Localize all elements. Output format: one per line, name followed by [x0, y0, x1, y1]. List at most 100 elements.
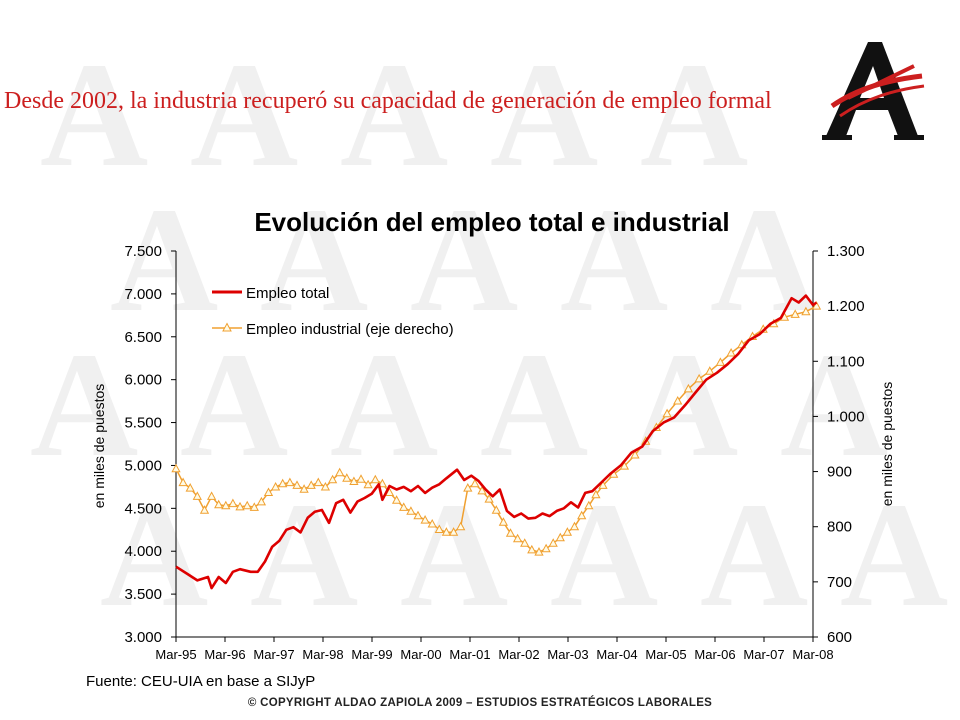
x-tick-label: Mar-07	[743, 647, 784, 662]
watermark-letter: A	[260, 177, 369, 343]
right-tick-label: 1.100	[827, 353, 865, 370]
series-marker-industrial	[498, 517, 509, 526]
series-marker-industrial	[171, 463, 181, 473]
series-marker-industrial	[512, 533, 523, 543]
x-tick-label: Mar-97	[253, 647, 294, 662]
right-tick-label: 1.000	[827, 408, 865, 425]
watermark-letter: A	[700, 472, 809, 638]
right-tick-label: 900	[827, 464, 852, 481]
series-marker-industrial	[335, 467, 345, 477]
series-marker-industrial	[185, 483, 195, 492]
left-tick-label: 7.500	[124, 243, 162, 260]
page-headline: Desde 2002, la industria recuperó su cap…	[4, 88, 772, 114]
watermark-letter: A	[490, 32, 599, 198]
series-marker-industrial	[199, 505, 210, 514]
series-marker-industrial	[221, 500, 231, 510]
series-marker-industrial	[520, 538, 530, 547]
series-marker-industrial	[694, 373, 704, 383]
series-marker-industrial	[178, 477, 188, 487]
series-marker-industrial	[427, 518, 437, 528]
series-marker-industrial	[630, 449, 640, 459]
aldao-zapiola-logo-icon	[822, 42, 925, 140]
series-marker-industrial	[413, 510, 423, 520]
series-marker-industrial	[705, 366, 715, 375]
copyright-footer: © COPYRIGHT ALDAO ZAPIOLA 2009 – ESTUDIO…	[247, 697, 713, 709]
series-marker-industrial	[673, 395, 683, 405]
left-tick-label: 5.500	[124, 415, 162, 432]
x-tick-label: Mar-04	[596, 647, 637, 662]
watermark-letter: A	[410, 177, 519, 343]
right-axis: 600 700 800 900 1.000 1.100 1.200 1.300 en mile…	[812, 243, 895, 646]
series-marker-industrial	[320, 481, 331, 491]
series-marker-industrial	[391, 495, 402, 504]
series-marker-industrial	[790, 309, 800, 318]
series-marker-industrial	[299, 484, 309, 493]
x-tick-label: Mar-96	[204, 647, 245, 662]
series-line-total	[175, 294, 818, 590]
series-marker-industrial	[577, 510, 587, 520]
series-marker-industrial	[406, 506, 416, 515]
series-marker-industrial	[192, 491, 202, 500]
series-marker-industrial	[292, 480, 302, 489]
series-marker-industrial	[249, 502, 259, 511]
series-marker-industrial	[434, 524, 444, 533]
series-marker-industrial	[715, 357, 726, 366]
series-marker-industrial	[484, 494, 494, 503]
x-tick-label: Mar-02	[498, 647, 539, 662]
series-marker-industrial	[456, 521, 466, 531]
x-tick-label: Mar-03	[547, 647, 588, 662]
series-marker-industrial	[662, 408, 672, 418]
legend-item-industrial: Empleo industrial (eje derecho)	[212, 321, 454, 338]
series-marker-industrial	[448, 527, 459, 536]
watermark-letter: A	[780, 322, 889, 488]
x-tick-label: Mar-05	[645, 647, 686, 662]
watermark-letter: A	[40, 32, 149, 198]
left-axis: 3.000 3.500 4.000 4.500 5.000 5.500 6.000 6.500…	[91, 243, 177, 646]
x-axis: Mar-95 Mar-96 Mar-97 Mar-98 Mar-99 Mar-00 Mar-…	[155, 636, 834, 662]
left-tick-label: 6.500	[124, 329, 162, 346]
series-marker-industrial	[811, 301, 822, 310]
watermark-letter: A	[190, 32, 299, 198]
series-marker-industrial	[285, 477, 295, 487]
series-marker-industrial	[619, 461, 630, 470]
left-tick-label: 4.000	[124, 543, 162, 560]
series-marker-industrial	[263, 487, 274, 496]
series-marker-industrial	[683, 383, 694, 393]
right-tick-label: 800	[827, 519, 852, 536]
series-marker-industrial	[527, 544, 537, 554]
right-tick-label: 1.300	[827, 243, 865, 260]
series-marker-industrial	[256, 496, 267, 506]
series-marker-industrial	[591, 489, 601, 499]
series-marker-industrial	[377, 478, 388, 488]
series-marker-industrial	[801, 306, 811, 316]
legend-item-total: Empleo total	[212, 285, 329, 302]
series-marker-industrial	[541, 543, 551, 553]
watermark-letter: A	[340, 32, 449, 198]
series-marker-industrial	[548, 538, 558, 547]
right-tick-label: 700	[827, 574, 852, 591]
left-axis-label: en miles de puestos	[91, 384, 107, 509]
legend-marker-industrial	[222, 322, 232, 332]
series-marker-industrial	[306, 480, 316, 489]
x-tick-label: Mar-06	[694, 647, 735, 662]
left-tick-label: 7.000	[124, 286, 162, 303]
left-tick-label: 6.000	[124, 372, 162, 389]
x-tick-label: Mar-00	[400, 647, 441, 662]
watermark-letter: A	[400, 472, 509, 638]
source-note: Fuente: CEU-UIA en base a SIJyP	[86, 673, 316, 690]
series-marker-industrial	[214, 499, 224, 509]
watermark-letter: A	[560, 177, 669, 343]
series-marker-industrial	[569, 521, 580, 531]
series-layer	[171, 294, 822, 590]
x-tick-label: Mar-98	[302, 647, 343, 662]
series-marker-industrial	[491, 505, 501, 514]
chart-title: Evolución del empleo total e industrial	[254, 207, 729, 237]
series-marker-industrial	[363, 479, 373, 489]
series-marker-industrial	[327, 474, 338, 484]
x-tick-label: Mar-01	[449, 647, 490, 662]
series-line-industrial	[175, 305, 817, 553]
watermark-letter: A	[330, 322, 439, 488]
series-marker-industrial	[598, 480, 608, 489]
watermark-letter: A	[30, 322, 139, 488]
